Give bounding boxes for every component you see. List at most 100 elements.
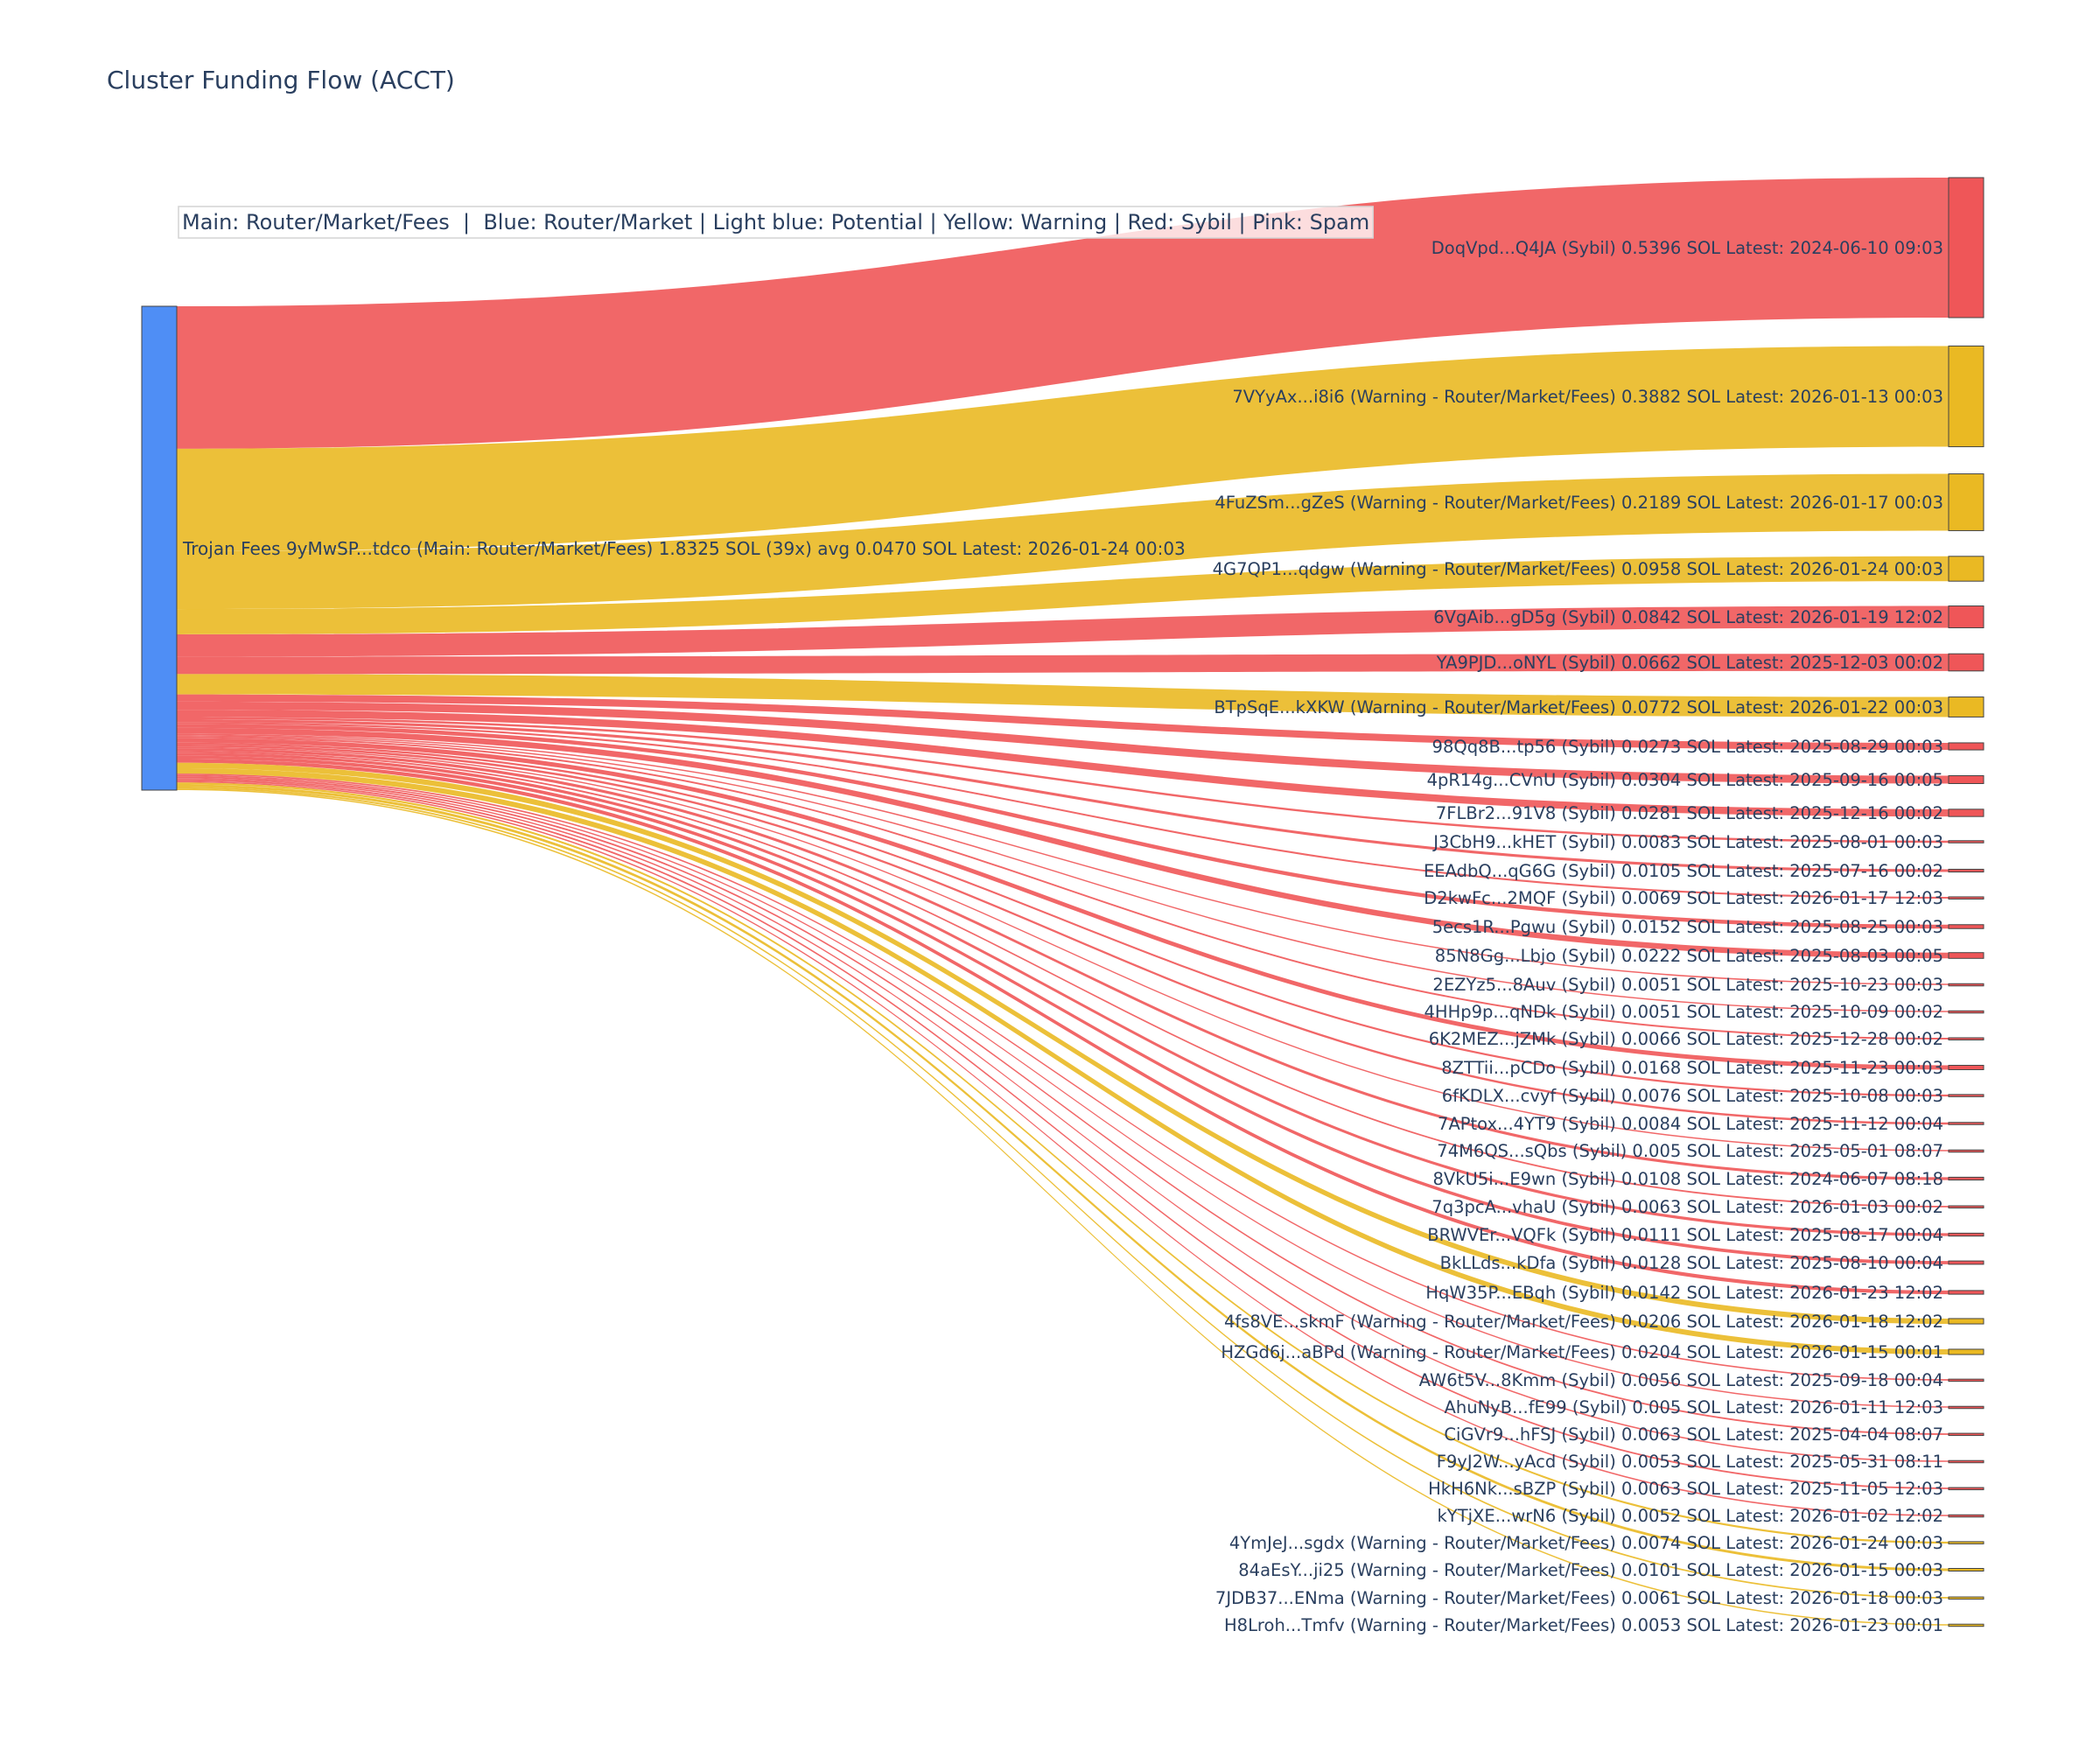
flow-link <box>177 776 1949 1435</box>
target-node-label: 7JDB37...ENma (Warning - Router/Market/F… <box>1215 1588 1943 1608</box>
target-node-label: AhuNyB...fE99 (Sybil) 0.005 SOL Latest: … <box>1445 1397 1943 1418</box>
target-node <box>1948 868 1984 873</box>
target-node <box>1948 473 1984 531</box>
target-node <box>1948 696 1984 718</box>
target-node-label: 4fs8VE...skmF (Warning - Router/Market/F… <box>1224 1312 1943 1332</box>
target-node-label: DoqVpd...Q4JA (Sybil) 0.5396 SOL Latest:… <box>1432 238 1943 258</box>
flow-link <box>177 745 1949 1125</box>
target-node <box>1948 606 1984 628</box>
target-node-label: 2EZYz5...8Auv (Sybil) 0.0051 SOL Latest:… <box>1432 975 1943 995</box>
target-node-label: 6fKDLX...cvyf (Sybil) 0.0076 SOL Latest:… <box>1442 1086 1943 1106</box>
flow-link <box>177 701 1949 784</box>
flow-link <box>177 606 1949 657</box>
target-node <box>1948 1010 1984 1014</box>
flow-link <box>177 759 1949 1295</box>
target-node-label: H8Lroh...Tmfv (Warning - Router/Market/F… <box>1224 1615 1943 1635</box>
flow-link <box>177 779 1949 1489</box>
legend-note-box <box>178 206 1374 239</box>
target-node-label: 4HHp9p...qNDk (Sybil) 0.0051 SOL Latest:… <box>1424 1002 1943 1022</box>
target-node-label: 85N8Gg...Lbjo (Sybil) 0.0222 SOL Latest:… <box>1435 946 1943 966</box>
chart-title: Cluster Funding Flow (ACCT) <box>107 66 455 94</box>
target-node <box>1948 952 1984 959</box>
sankey-nodes <box>141 177 1984 1628</box>
target-node-label: 7FLBr2...91V8 (Sybil) 0.0281 SOL Latest:… <box>1436 803 1943 823</box>
target-node <box>1948 742 1984 751</box>
target-node-label: 84aEsY...ji25 (Warning - Router/Market/F… <box>1238 1560 1943 1580</box>
flow-link <box>177 787 1949 1599</box>
target-node-label: kYTjXE...wrN6 (Sybil) 0.0052 SOL Latest:… <box>1438 1506 1943 1526</box>
target-node <box>1948 1487 1984 1491</box>
target-node-label: F9yJ2W...yAcd (Sybil) 0.0053 SOL Latest:… <box>1437 1452 1943 1472</box>
target-node <box>1948 1065 1984 1070</box>
target-node <box>1948 177 1984 318</box>
target-node <box>1948 1348 1984 1355</box>
target-node-label: 4pR14g...CVnU (Sybil) 0.0304 SOL Latest:… <box>1427 770 1943 790</box>
flow-link <box>177 178 1949 449</box>
target-node-label: AW6t5V...8Kmm (Sybil) 0.0056 SOL Latest:… <box>1419 1370 1943 1390</box>
target-node-label: 74M6QS...sQbs (Sybil) 0.005 SOL Latest: … <box>1437 1141 1943 1161</box>
target-node <box>1948 556 1984 582</box>
flow-link <box>177 724 1949 929</box>
target-node <box>1948 924 1984 929</box>
target-node-label: J3CbH9...kHET (Sybil) 0.0083 SOL Latest:… <box>1432 832 1943 852</box>
source-node-label: Trojan Fees 9yMwSP...tdco (Main: Router/… <box>182 538 1186 559</box>
target-node-label: 6VgAib...gD5g (Sybil) 0.0842 SOL Latest:… <box>1433 607 1943 627</box>
target-node <box>1948 1318 1984 1325</box>
target-node-label: BkLLds...kDfa (Sybil) 0.0128 SOL Latest:… <box>1440 1253 1943 1273</box>
target-node-label: 7VYyAx...i8i6 (Warning - Router/Market/F… <box>1232 387 1943 407</box>
target-node-label: HZGd6j...aBPd (Warning - Router/Market/F… <box>1221 1342 1943 1362</box>
flow-link <box>177 774 1949 1408</box>
target-node-label: 6K2MEZ...jZMk (Sybil) 0.0066 SOL Latest:… <box>1429 1029 1943 1049</box>
flow-link <box>177 746 1949 1152</box>
flow-link <box>177 727 1949 959</box>
target-node <box>1948 1260 1984 1265</box>
target-node <box>1948 653 1984 672</box>
target-node <box>1948 840 1984 844</box>
target-node <box>1948 1460 1984 1464</box>
source-node <box>141 305 178 791</box>
target-node-label: 7q3pcA...vhaU (Sybil) 0.0063 SOL Latest:… <box>1432 1197 1943 1217</box>
target-node <box>1948 1514 1984 1518</box>
target-node-label: YA9PJD...oNYL (Sybil) 0.0662 SOL Latest:… <box>1436 653 1943 673</box>
flow-link <box>177 752 1949 1236</box>
target-node <box>1948 1290 1984 1295</box>
flow-link <box>177 556 1949 634</box>
target-node-label: 8VkU5i...E9wn (Sybil) 0.0108 SOL Latest:… <box>1433 1169 1943 1189</box>
flow-link <box>177 722 1949 900</box>
target-node <box>1948 1149 1984 1153</box>
flow-link <box>177 654 1949 675</box>
target-node <box>1948 1094 1984 1097</box>
legend-note: Main: Router/Market/Fees | Blue: Router/… <box>178 206 1374 239</box>
target-node <box>1948 1122 1984 1125</box>
target-node-label: 4YmJeJ...sgdx (Warning - Router/Market/F… <box>1229 1533 1943 1553</box>
target-node-label: D2kwFc...2MQF (Sybil) 0.0069 SOL Latest:… <box>1424 888 1943 908</box>
target-node-label: 4G7QP1...qdgw (Warning - Router/Market/F… <box>1213 559 1943 579</box>
target-node <box>1948 1623 1984 1628</box>
flow-link <box>177 778 1949 1462</box>
target-node-label: CiGVr9...hFSJ (Sybil) 0.0063 SOL Latest:… <box>1444 1424 1943 1445</box>
flow-link <box>177 346 1949 552</box>
target-node-label: HkH6Nk...sBZP (Sybil) 0.0063 SOL Latest:… <box>1428 1479 1943 1499</box>
flow-link <box>177 762 1949 1325</box>
flow-link <box>177 735 1949 1012</box>
target-node <box>1948 1176 1984 1181</box>
flow-link <box>177 674 1949 718</box>
target-node <box>1948 1405 1984 1410</box>
target-node <box>1948 1596 1984 1600</box>
target-node-label: 7APtox...4YT9 (Sybil) 0.0084 SOL Latest:… <box>1438 1114 1943 1134</box>
target-node <box>1948 1568 1984 1572</box>
target-node <box>1948 896 1984 900</box>
flow-link <box>177 733 1949 985</box>
target-node-label: 98Qq8B...tp56 (Sybil) 0.0273 SOL Latest:… <box>1432 737 1943 757</box>
flow-link <box>177 774 1949 1381</box>
flow-link <box>177 736 1949 1040</box>
flow-link <box>177 738 1949 1070</box>
target-node-label: BRWVEr...VQFk (Sybil) 0.0111 SOL Latest:… <box>1427 1225 1943 1245</box>
target-node-label: BTpSqE...kXKW (Warning - Router/Market/F… <box>1214 697 1943 718</box>
sankey-labels: Trojan Fees 9yMwSP...tdco (Main: Router/… <box>182 238 1943 1635</box>
flow-link <box>177 694 1949 751</box>
flow-link <box>177 717 1949 844</box>
target-node-label: 5ecs1R...Pgwu (Sybil) 0.0152 SOL Latest:… <box>1432 917 1943 937</box>
flow-link <box>177 755 1949 1264</box>
target-node-label: 8ZTTii...pCDo (Sybil) 0.0168 SOL Latest:… <box>1441 1058 1943 1078</box>
